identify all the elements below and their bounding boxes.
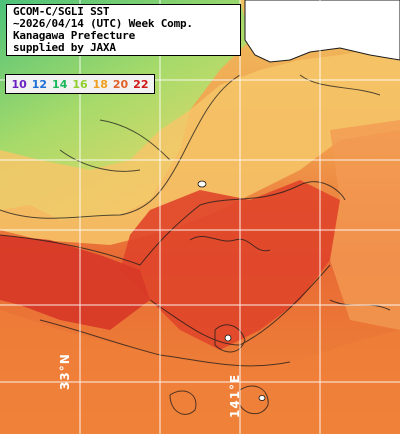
legend-item-12: 12 (31, 77, 48, 91)
warm-water-tongue (0, 235, 150, 330)
legend-item-10: 10 (11, 77, 27, 91)
title-line-1: GCOM-C/SGLI SST (13, 5, 110, 18)
transition-water-region (0, 45, 400, 245)
island-miyake (224, 334, 232, 342)
land-mass (244, 0, 400, 63)
legend-item-22: 22 (133, 77, 149, 91)
warm-water-core (120, 180, 340, 350)
title-line-4: supplied by JAXA (13, 41, 116, 54)
south-water-region (0, 310, 400, 434)
legend-item-20: 20 (112, 77, 129, 91)
longitude-label: 141°E (228, 373, 242, 418)
title-line-2: ~2026/04/14 (UTC) Week Comp. (13, 17, 193, 30)
map-title-box: GCOM-C/SGLI SST ~2026/04/14 (UTC) Week C… (6, 4, 241, 56)
title-line-3: Kanagawa Prefecture (13, 29, 136, 42)
east-water-region (330, 120, 400, 330)
island-hachijo (258, 395, 266, 401)
latitude-label: 33°N (58, 353, 72, 390)
island-oshima (197, 180, 207, 188)
legend-item-18: 18 (92, 77, 108, 91)
legend-item-16: 16 (72, 77, 88, 91)
legend-item-14: 14 (52, 77, 68, 91)
temperature-legend: 10 12 14 16 18 20 22 (5, 74, 155, 94)
